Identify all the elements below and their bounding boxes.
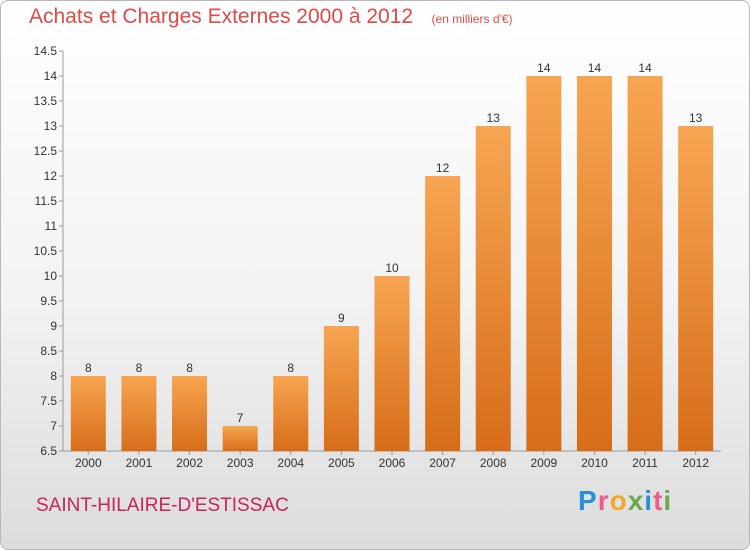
data-label: 14 <box>588 61 602 75</box>
brand-letter: t <box>653 485 664 516</box>
x-tick-label: 2008 <box>480 456 507 470</box>
data-label: 14 <box>638 61 652 75</box>
brand-letter: i <box>644 485 654 516</box>
brand-letter: x <box>627 485 645 516</box>
data-label: 9 <box>338 311 345 325</box>
labels: 6.5 7 7.5 8 8.5 9 9.5 10 10.5 11 11.5 12 12.5 13 13.5 1… <box>34 44 710 470</box>
y-tick-label: 12 <box>44 169 58 183</box>
y-tick-label: 14.5 <box>34 44 58 58</box>
y-tick-label: 13.5 <box>34 94 58 108</box>
y-tick-label: 11 <box>45 219 58 233</box>
bar <box>678 126 714 451</box>
brand-letter: i <box>663 485 673 516</box>
y-tick-label: 8 <box>50 369 57 383</box>
y-tick-label: 11.5 <box>35 194 58 208</box>
y-tick-label: 9.5 <box>40 294 57 308</box>
data-label: 8 <box>186 361 193 375</box>
data-label: 8 <box>287 361 294 375</box>
data-label: 8 <box>136 361 143 375</box>
chart-header: Achats et Charges Externes 2000 à 2012 (… <box>29 5 513 29</box>
y-tick-label: 13 <box>44 119 58 133</box>
bar <box>121 376 157 451</box>
bars <box>70 76 714 451</box>
chart-title: Achats et Charges Externes 2000 à 2012 <box>29 5 414 28</box>
y-tick-label: 7.5 <box>40 394 57 408</box>
y-tick-label: 6.5 <box>40 444 57 458</box>
y-tick-label: 10.5 <box>34 244 58 258</box>
bar <box>323 326 359 451</box>
y-tick-label: 12.5 <box>34 144 58 158</box>
brand-letter: o <box>609 485 628 516</box>
x-tick-label: 2009 <box>530 456 557 470</box>
y-tick-label: 8.5 <box>40 344 57 358</box>
bar <box>273 376 309 451</box>
y-tick-label: 10 <box>44 269 58 283</box>
x-tick-label: 2006 <box>379 456 406 470</box>
bar <box>222 426 258 451</box>
x-tick-label: 2000 <box>75 456 102 470</box>
bar <box>475 126 511 451</box>
data-label: 14 <box>537 61 551 75</box>
x-tick-label: 2010 <box>581 456 608 470</box>
location-name: SAINT-HILAIRE-D'ESTISSAC <box>36 495 289 516</box>
y-tick-label: 14 <box>44 69 58 83</box>
data-label: 13 <box>689 111 703 125</box>
bar <box>425 176 461 451</box>
bar <box>526 76 562 451</box>
data-label: 12 <box>436 161 450 175</box>
data-label: 7 <box>237 411 244 425</box>
data-label: 8 <box>85 361 92 375</box>
bar <box>627 76 663 451</box>
x-tick-label: 2012 <box>682 456 709 470</box>
x-tick-label: 2011 <box>632 456 658 470</box>
brand-letter: P <box>578 485 598 516</box>
data-label: 10 <box>385 261 399 275</box>
y-tick-label: 7 <box>50 419 57 433</box>
x-tick-label: 2007 <box>429 456 456 470</box>
x-tick-label: 2004 <box>277 456 304 470</box>
bar <box>576 76 612 451</box>
bar <box>374 276 410 451</box>
x-tick-label: 2003 <box>227 456 254 470</box>
x-tick-label: 2005 <box>328 456 355 470</box>
bar <box>172 376 208 451</box>
y-tick-label: 9 <box>50 319 57 333</box>
x-tick-label: 2002 <box>176 456 203 470</box>
unit-note: (en milliers d'€) <box>431 12 513 26</box>
data-label: 13 <box>487 111 501 125</box>
x-tick-label: 2001 <box>126 456 153 470</box>
brand-letter: r <box>597 485 610 516</box>
brand-logo: Proxiti <box>578 485 672 517</box>
bar <box>70 376 106 451</box>
